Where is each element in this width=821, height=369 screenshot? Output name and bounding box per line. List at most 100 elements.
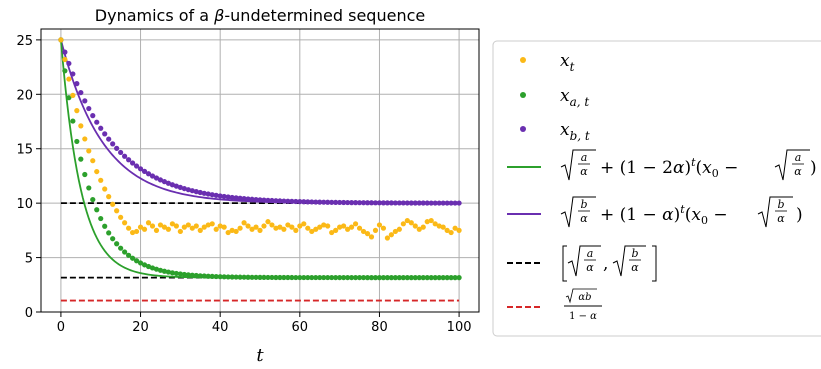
point-x-b-t [376, 200, 383, 206]
point-x-a-t [368, 275, 375, 281]
point-x-b-t [265, 197, 271, 203]
point-x-b-t [352, 200, 359, 206]
point-x-t [205, 222, 211, 228]
point-x-t [400, 221, 406, 227]
point-x-b-t [317, 199, 323, 205]
point-x-a-t [193, 272, 199, 279]
point-x-b-t [404, 200, 410, 206]
point-x-t [273, 225, 279, 231]
svg-text:+ (1 − α)t(x0 −: + (1 − α)t(x0 − [600, 203, 728, 227]
svg-text:αb: αb [578, 292, 591, 303]
point-x-b-t [337, 199, 343, 206]
point-x-t [66, 76, 72, 82]
point-x-a-t [233, 274, 239, 280]
point-x-a-t [110, 236, 116, 242]
point-x-b-t [94, 119, 100, 125]
point-x-b-t [261, 197, 267, 203]
point-x-b-t [416, 200, 422, 206]
point-x-b-t [333, 199, 339, 206]
y-tick-label: 5 [25, 252, 33, 267]
point-x-t [345, 226, 351, 232]
svg-text:): ) [810, 158, 817, 178]
point-x-a-t [153, 266, 160, 272]
point-x-t [364, 231, 371, 237]
point-x-b-t [189, 188, 195, 194]
point-x-b-t [289, 198, 295, 204]
point-x-b-t [157, 177, 164, 183]
point-x-t [189, 225, 195, 231]
point-x-t [329, 229, 335, 236]
point-x-a-t [360, 274, 367, 281]
point-x-a-t [388, 275, 394, 281]
point-x-a-t [70, 118, 76, 124]
point-x-t [317, 224, 323, 230]
point-x-a-t [90, 196, 96, 203]
y-tick-label: 25 [16, 34, 33, 49]
point-x-a-t [257, 274, 263, 280]
point-x-t [169, 221, 175, 227]
point-x-t [424, 219, 430, 225]
point-x-t [325, 223, 331, 229]
point-x-a-t [98, 215, 104, 222]
point-x-a-t [432, 275, 438, 281]
point-x-a-t [221, 274, 227, 280]
point-x-a-t [122, 249, 128, 255]
point-x-b-t [153, 175, 160, 181]
point-x-b-t [285, 198, 291, 204]
point-x-b-t [444, 200, 450, 206]
point-x-a-t [245, 274, 251, 280]
point-x-a-t [380, 275, 387, 281]
point-x-t [380, 225, 387, 231]
legend-label-interval: a α , b α [562, 245, 657, 282]
point-x-t [157, 222, 164, 228]
point-x-a-t [126, 252, 132, 258]
point-x-a-t [217, 274, 223, 280]
point-x-a-t [141, 262, 148, 268]
point-x-a-t [325, 274, 331, 281]
point-x-a-t [62, 68, 68, 74]
point-x-b-t [213, 192, 219, 198]
point-x-b-t [281, 198, 287, 204]
point-x-t [229, 227, 235, 233]
y-tick-label: 10 [16, 197, 33, 212]
point-x-b-t [181, 185, 187, 192]
point-x-b-t [110, 141, 116, 147]
point-x-t [408, 220, 414, 226]
point-x-b-t [173, 183, 179, 189]
point-x-a-t [424, 275, 430, 281]
svg-text:b: b [580, 198, 587, 211]
point-x-a-t [416, 275, 422, 281]
point-x-t [416, 226, 422, 232]
point-x-b-t [98, 125, 104, 131]
point-x-b-t [249, 196, 255, 202]
point-x-b-t [293, 198, 299, 205]
point-x-b-t [452, 200, 458, 206]
svg-text:,: , [603, 254, 608, 274]
svg-text:α: α [586, 261, 594, 274]
point-x-a-t [269, 274, 275, 281]
point-x-b-t [253, 196, 259, 203]
point-x-a-t [400, 275, 406, 281]
point-x-t [281, 226, 287, 232]
point-x-t [432, 221, 438, 227]
point-x-t [114, 208, 120, 214]
point-x-t [137, 224, 144, 230]
point-x-a-t [133, 258, 140, 264]
point-x-a-t [205, 273, 211, 279]
point-x-b-t [432, 200, 438, 206]
point-x-b-t [217, 193, 223, 199]
point-x-b-t [380, 200, 387, 206]
point-x-t [352, 221, 359, 227]
point-x-b-t [364, 200, 371, 206]
point-x-a-t [329, 274, 335, 281]
svg-text:): ) [796, 205, 803, 225]
point-x-a-t [165, 269, 172, 275]
point-x-t [289, 224, 295, 230]
point-x-b-t [372, 200, 379, 206]
legend-box [492, 40, 821, 337]
point-x-a-t [313, 274, 319, 281]
point-x-b-t [86, 105, 92, 112]
svg-text:α: α [777, 212, 785, 225]
point-x-t [58, 37, 64, 43]
point-x-t [253, 224, 259, 230]
